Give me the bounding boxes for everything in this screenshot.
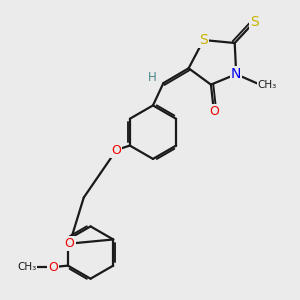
Text: S: S <box>250 15 258 29</box>
Text: CH₃: CH₃ <box>17 262 37 272</box>
Text: N: N <box>231 67 242 81</box>
Text: O: O <box>209 105 219 118</box>
Text: CH₃: CH₃ <box>258 80 277 90</box>
Text: O: O <box>48 261 58 274</box>
Text: S: S <box>199 33 208 47</box>
Text: O: O <box>112 143 122 157</box>
Text: O: O <box>65 237 75 250</box>
Text: H: H <box>148 71 157 84</box>
